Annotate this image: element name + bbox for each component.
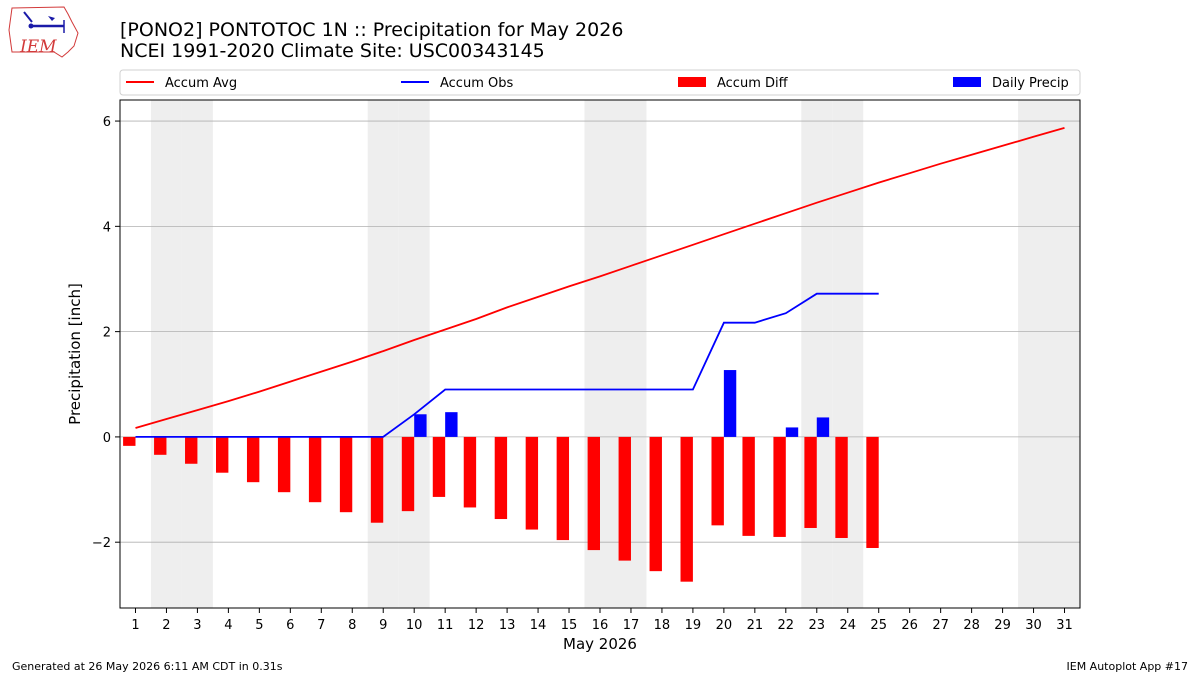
chart-subtitle: NCEI 1991-2020 Climate Site: USC00343145 bbox=[120, 40, 545, 62]
x-tick-label: 13 bbox=[499, 618, 516, 633]
accum-diff-bar bbox=[246, 436, 260, 483]
accum-diff-bar bbox=[370, 436, 384, 523]
x-tick-label: 14 bbox=[530, 618, 547, 633]
x-tick-label: 11 bbox=[437, 618, 454, 633]
x-tick-label: 9 bbox=[379, 618, 387, 633]
weekend-band bbox=[801, 100, 833, 608]
y-tick-label: 0 bbox=[103, 431, 111, 446]
weekend-band bbox=[181, 100, 213, 608]
x-tick-label: 18 bbox=[654, 618, 671, 633]
legend-label: Accum Avg bbox=[165, 76, 237, 91]
accum-diff-bar bbox=[432, 436, 446, 497]
x-tick-label: 27 bbox=[932, 618, 949, 633]
x-tick-label: 25 bbox=[870, 618, 887, 633]
x-tick-label: 23 bbox=[809, 618, 826, 633]
x-tick-label: 3 bbox=[193, 618, 201, 633]
accum-diff-bar bbox=[216, 436, 229, 473]
daily-precip-bar bbox=[816, 417, 830, 437]
daily-precip-bar bbox=[785, 427, 799, 437]
x-tick-label: 24 bbox=[839, 618, 856, 633]
x-tick-label: 10 bbox=[406, 618, 423, 633]
iem-logo: IEM bbox=[8, 6, 79, 58]
x-tick-label: 26 bbox=[901, 618, 918, 633]
accum-diff-bar bbox=[618, 436, 631, 561]
accum-diff-bar bbox=[339, 436, 353, 513]
y-tick-label: 6 bbox=[103, 115, 111, 130]
x-tick-label: 29 bbox=[994, 618, 1011, 633]
accum-diff-bar bbox=[804, 436, 817, 528]
accum-diff-bar bbox=[185, 436, 198, 464]
accum-diff-bar bbox=[556, 436, 570, 541]
x-tick-label: 5 bbox=[255, 618, 263, 633]
x-tick-label: 21 bbox=[747, 618, 764, 633]
weekend-band bbox=[1018, 100, 1050, 608]
weekend-band bbox=[1049, 100, 1080, 608]
x-tick-label: 17 bbox=[623, 618, 640, 633]
x-tick-label: 2 bbox=[162, 618, 170, 633]
x-tick-label: 7 bbox=[317, 618, 325, 633]
accum-obs-line bbox=[135, 292, 879, 438]
accum-diff-bar bbox=[649, 436, 662, 572]
y-axis-label: Precipitation [inch] bbox=[66, 283, 84, 425]
daily-precip-bar bbox=[414, 414, 427, 437]
accum-diff-bar bbox=[835, 436, 848, 538]
accum-diff-bar bbox=[680, 436, 693, 582]
accum-diff-bar bbox=[525, 436, 539, 530]
legend: Accum Avg Accum Obs Accum Diff Daily Precip bbox=[119, 69, 1081, 96]
accum-diff-bar bbox=[587, 436, 600, 551]
x-tick-label: 4 bbox=[224, 618, 232, 633]
generated-footer: Generated at 26 May 2026 6:11 AM CDT in … bbox=[12, 660, 283, 673]
accum-diff-bar bbox=[742, 436, 755, 536]
x-tick-label: 22 bbox=[778, 618, 795, 633]
accum-diff-bar bbox=[154, 436, 167, 455]
y-tick-label: −2 bbox=[92, 536, 111, 551]
legend-swatch bbox=[678, 77, 706, 87]
accum-diff-bar bbox=[277, 436, 291, 493]
x-tick-label: 6 bbox=[286, 618, 294, 633]
x-tick-label: 31 bbox=[1056, 618, 1073, 633]
app-footer: IEM Autoplot App #17 bbox=[1067, 660, 1189, 673]
accum-diff-bar bbox=[463, 436, 477, 508]
accum-avg-line bbox=[135, 127, 1065, 429]
x-tick-label: 15 bbox=[561, 618, 578, 633]
x-tick-label: 1 bbox=[131, 618, 139, 633]
x-tick-label: 8 bbox=[348, 618, 356, 633]
daily-precip-bar bbox=[445, 412, 458, 437]
y-tick-label: 4 bbox=[103, 220, 111, 235]
weekend-band bbox=[398, 100, 430, 608]
legend-swatch bbox=[953, 77, 981, 87]
y-tick-label: 2 bbox=[103, 326, 111, 341]
logo-text: IEM bbox=[19, 37, 57, 57]
accum-diff-bar bbox=[866, 436, 879, 548]
x-tick-label: 20 bbox=[716, 618, 733, 633]
accum-diff-bar bbox=[711, 436, 724, 526]
weekend-band bbox=[150, 100, 182, 608]
accum-diff-bar bbox=[308, 436, 322, 503]
x-tick-label: 12 bbox=[468, 618, 485, 633]
accum-diff-bar bbox=[123, 436, 136, 446]
accum-diff-bar bbox=[401, 436, 415, 512]
x-axis-label: May 2026 bbox=[563, 635, 637, 653]
x-tick-label: 30 bbox=[1025, 618, 1042, 633]
x-tick-label: 28 bbox=[963, 618, 980, 633]
accum-diff-bar bbox=[494, 436, 508, 520]
legend-label: Accum Obs bbox=[440, 76, 513, 91]
daily-precip-bar bbox=[723, 370, 737, 437]
legend-label: Accum Diff bbox=[717, 76, 789, 91]
legend-label: Daily Precip bbox=[992, 76, 1069, 91]
legend-frame bbox=[119, 69, 1081, 96]
x-tick-label: 16 bbox=[592, 618, 609, 633]
accum-diff-bar bbox=[773, 436, 786, 537]
x-tick-label: 19 bbox=[685, 618, 702, 633]
chart-title: [PONO2] PONTOTOC 1N :: Precipitation for… bbox=[120, 19, 623, 41]
